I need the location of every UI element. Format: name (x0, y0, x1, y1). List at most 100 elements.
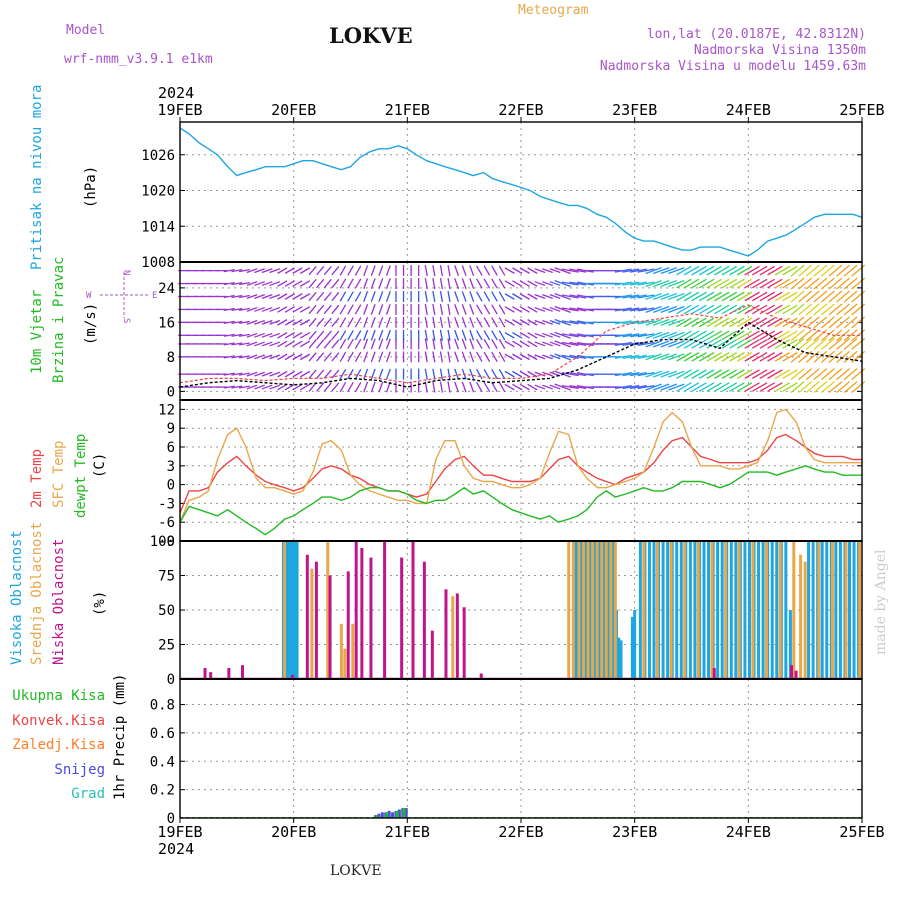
clouds-bar-srednja-oblacnost (655, 541, 659, 679)
wind-arrow (561, 372, 579, 377)
wind-arrow (223, 385, 235, 389)
wind-arrow (292, 267, 303, 274)
wind-arrow (424, 368, 428, 380)
wind-arrow (231, 333, 243, 337)
wind-arrow (483, 330, 491, 341)
clouds-bar-srednja-oblacnost (642, 541, 646, 679)
wind-arrow (363, 316, 369, 328)
wind-arrow (549, 319, 561, 325)
wind-arrow (759, 304, 775, 315)
wind-arrow (668, 331, 685, 339)
clouds-ytick-label: 100 (150, 534, 175, 550)
precip-bar-snijeg (397, 809, 401, 818)
wind-arrow (316, 352, 325, 362)
precip-legend-hail: Grad (71, 786, 105, 802)
wind-arrow (774, 265, 791, 276)
wind-arrow (790, 381, 805, 394)
clouds-bar-srednja-oblacnost (803, 561, 807, 679)
temperature-ytick-label: 12 (158, 402, 175, 418)
wind-arrow (527, 293, 538, 300)
temperature-ytick-label: 3 (167, 459, 175, 475)
wind-arrow (432, 338, 436, 350)
clouds-bar-niska-oblacnost (400, 557, 404, 679)
precip-bar-ukupna-kisa (385, 812, 389, 818)
clouds-bar-visoka-oblacnost (679, 541, 683, 679)
wind-arrow (698, 352, 715, 362)
wind-arrow (504, 280, 515, 287)
wind-arrow (277, 370, 288, 378)
wind-arrow (782, 291, 798, 302)
wind-arrow (277, 306, 288, 313)
wind-arrow (549, 332, 561, 338)
wind-arrow (549, 341, 561, 347)
wind-arrow (561, 281, 579, 286)
wind-arrow (491, 317, 498, 328)
wind-arrow (277, 267, 288, 274)
wind-arrow (238, 320, 250, 324)
wind-arrow (527, 370, 538, 378)
wind-arrow (836, 277, 850, 290)
wind-arrow (691, 265, 707, 276)
wind-arrow (299, 293, 311, 300)
wind-arrow (676, 265, 692, 276)
wind-arrow (744, 352, 760, 362)
wind-arrow (370, 291, 376, 302)
clouds-bar-srednja-oblacnost (765, 541, 769, 679)
wind-arrow (527, 306, 538, 313)
wind-arrow (292, 353, 303, 361)
wind-series-gust (179, 304, 862, 384)
wind-arrow (813, 381, 828, 394)
wind-arrow (729, 317, 745, 328)
wind-arrow (622, 354, 640, 359)
wind-arrow (698, 304, 715, 315)
wind-arrow (331, 265, 340, 276)
clouds-bar-visoka-oblacnost (834, 541, 838, 679)
wind-arrow (736, 265, 753, 276)
wind-arrow (461, 316, 467, 328)
wind-arrow (424, 278, 428, 290)
wind-arrow (744, 304, 760, 315)
wind-arrow (504, 319, 515, 326)
wind-arrow (813, 337, 828, 350)
wind-arrow (308, 339, 317, 349)
wind-arrow (736, 330, 753, 341)
wind-arrow (549, 281, 561, 287)
wind-ytick-label: 8 (167, 350, 175, 366)
wind-arrow (798, 264, 813, 277)
wind-arrow (299, 340, 311, 348)
wind-arrow (554, 318, 571, 326)
wind-arrow (660, 318, 677, 326)
wind-arrow (637, 268, 655, 273)
clouds-bar-visoka-oblacnost (784, 541, 788, 679)
wind-arrow (691, 369, 707, 379)
wind-arrow (261, 281, 273, 287)
precip-bar-snijeg (391, 812, 395, 818)
wind-arrow (454, 316, 460, 328)
clouds-bar-visoka-oblacnost (761, 541, 765, 679)
credit-label: made by Angel (873, 549, 889, 655)
wind-arrow (561, 268, 579, 273)
wind-arrow (432, 290, 436, 303)
temperature-ytick-label: -3 (158, 496, 175, 512)
wind-arrow (828, 264, 843, 277)
wind-arrow (498, 291, 506, 302)
wind-arrow (759, 369, 775, 379)
wind-arrow (752, 330, 768, 341)
wind-arrow (284, 331, 295, 339)
clouds-bar-visoka-oblacnost (295, 541, 299, 679)
clouds-bar-visoka-oblacnost (847, 541, 851, 679)
wind-arrow (339, 369, 347, 380)
wind-arrow (736, 369, 753, 379)
wind-arrow (614, 384, 632, 390)
wind-arrow (323, 330, 332, 340)
wind-arrow (331, 352, 340, 362)
wind-arrow (378, 291, 384, 302)
wind-arrow (292, 293, 303, 300)
clouds-ytick-label: 0 (167, 672, 175, 688)
wind-arrow (798, 368, 813, 381)
wind-arrow (476, 351, 483, 362)
wind-arrow (261, 332, 273, 338)
wind-arrow (299, 370, 311, 378)
wind-arrow (498, 317, 506, 328)
clouds-bar-visoka-oblacnost (666, 541, 670, 679)
